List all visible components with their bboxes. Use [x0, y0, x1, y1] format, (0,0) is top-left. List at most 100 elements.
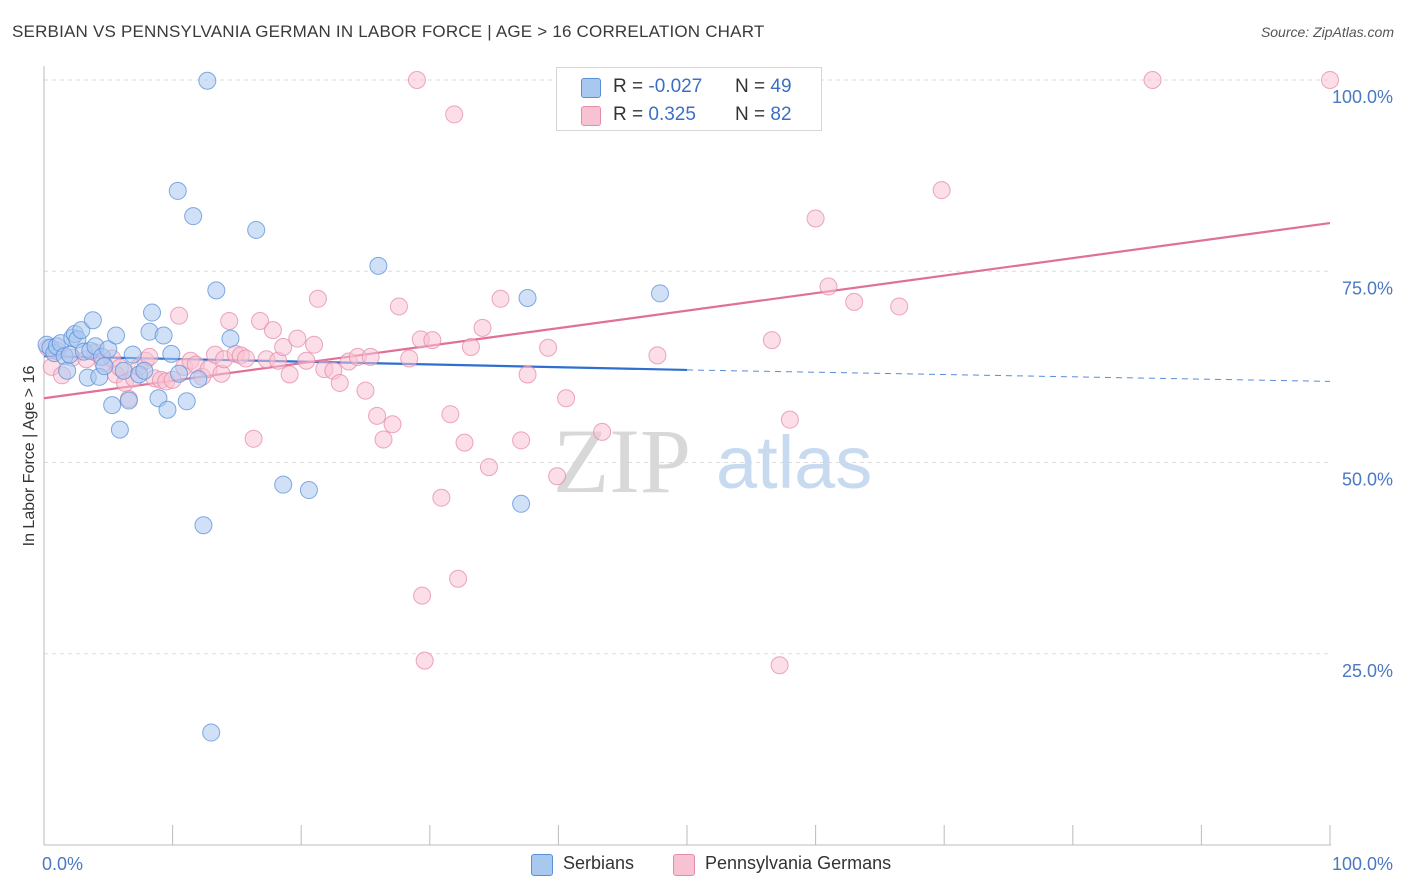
data-point: [361, 347, 380, 366]
data-point: [263, 321, 282, 340]
legend-row-serbians: R = -0.027 N = 49: [557, 73, 821, 101]
data-point: [407, 71, 426, 89]
axes: [43, 66, 1331, 846]
y-tick-label: 100.0%: [1332, 87, 1393, 107]
data-point: [330, 373, 349, 392]
data-point: [220, 311, 239, 330]
data-point: [114, 361, 133, 380]
data-point: [423, 331, 442, 350]
data-point: [308, 289, 327, 308]
data-point: [236, 349, 255, 368]
legend-row-pennsylvania-germans: R = 0.325 N = 82: [557, 101, 821, 129]
legend-r-value: 0.325: [648, 104, 696, 125]
data-point: [819, 277, 838, 296]
data-point: [168, 181, 187, 200]
data-point: [890, 297, 909, 316]
watermark-atlas: atlas: [716, 421, 872, 504]
legend-r: R = 0.325: [613, 104, 696, 125]
x-tick-label: 100.0%: [1332, 854, 1393, 874]
data-point: [198, 71, 217, 90]
data-point: [356, 381, 375, 400]
data-points: [37, 71, 1339, 742]
y-tick-label: 75.0%: [1342, 278, 1393, 298]
data-point: [299, 481, 318, 500]
data-point: [432, 488, 451, 507]
legend-n-value: 49: [770, 76, 792, 97]
data-point: [274, 475, 293, 494]
legend-r: R = -0.027: [613, 76, 703, 97]
data-point: [184, 207, 203, 226]
data-point: [845, 292, 864, 311]
data-point: [244, 429, 263, 448]
data-point: [274, 337, 293, 356]
y-tick-labels: 25.0% 50.0% 75.0% 100.0%: [1332, 87, 1393, 681]
gridlines: [44, 79, 1330, 655]
data-point: [194, 516, 213, 535]
x-tick-label: 0.0%: [42, 854, 83, 874]
legend-swatch-pennsylvania-germans: [673, 854, 695, 876]
data-point: [650, 284, 669, 303]
trend-line-pennsylvania-germans: [43, 221, 1331, 400]
y-tick-label: 50.0%: [1342, 470, 1393, 490]
data-point: [369, 256, 388, 275]
data-point: [99, 340, 118, 359]
data-point: [221, 329, 240, 348]
data-point: [557, 389, 576, 408]
legend-swatch-serbians: [531, 854, 553, 876]
data-point: [441, 405, 460, 424]
watermark-zip: ZIP: [553, 410, 691, 512]
data-point: [518, 365, 537, 384]
data-point: [593, 422, 612, 441]
data-point: [400, 349, 419, 368]
data-point: [110, 420, 129, 439]
data-point: [123, 345, 142, 364]
source-credit: Source: ZipAtlas.com: [1260, 24, 1394, 40]
data-point: [473, 318, 492, 337]
data-point: [305, 335, 324, 354]
data-point: [95, 357, 114, 376]
series-legend: Serbians Pennsylvania Germans: [0, 851, 1406, 879]
legend-swatch-pennsylvania-germans: [581, 106, 601, 126]
data-point: [479, 458, 498, 477]
watermark: ZIP atlas: [553, 410, 872, 512]
y-tick-label: 25.0%: [1342, 661, 1393, 681]
data-point: [389, 297, 408, 316]
data-point: [780, 410, 799, 429]
data-point: [1321, 71, 1339, 89]
data-point: [383, 415, 402, 434]
data-point: [1143, 71, 1162, 89]
data-point: [83, 311, 102, 330]
data-point: [107, 326, 126, 345]
y-axis-label: In Labor Force | Age > 16: [21, 366, 38, 547]
data-point: [762, 331, 781, 350]
data-point: [806, 209, 825, 228]
legend-label: Pennsylvania Germans: [705, 853, 892, 873]
data-point: [162, 344, 181, 363]
data-point: [72, 321, 91, 340]
legend-n-value: 82: [770, 104, 792, 125]
data-point: [539, 338, 558, 357]
legend-label: Serbians: [563, 853, 635, 873]
data-point: [413, 586, 432, 605]
data-point: [445, 105, 464, 124]
data-point: [177, 392, 196, 411]
data-point: [297, 351, 316, 370]
data-point: [455, 433, 474, 452]
data-point: [518, 289, 537, 308]
data-point: [207, 281, 226, 300]
legend-swatch-serbians: [581, 78, 601, 98]
data-point: [368, 406, 387, 425]
data-point: [449, 569, 468, 588]
legend-r-value: -0.027: [648, 76, 703, 97]
data-point: [512, 431, 531, 450]
chart-title: SERBIAN VS PENNSYLVANIA GERMAN IN LABOR …: [12, 22, 765, 41]
data-point: [548, 467, 567, 486]
legend-n: N = 49: [735, 76, 792, 97]
data-point: [158, 400, 177, 419]
data-point: [280, 365, 299, 384]
data-point: [119, 391, 138, 410]
trend-line-serbians-extension: [686, 369, 1331, 382]
data-point: [461, 337, 480, 356]
data-point: [648, 346, 667, 365]
